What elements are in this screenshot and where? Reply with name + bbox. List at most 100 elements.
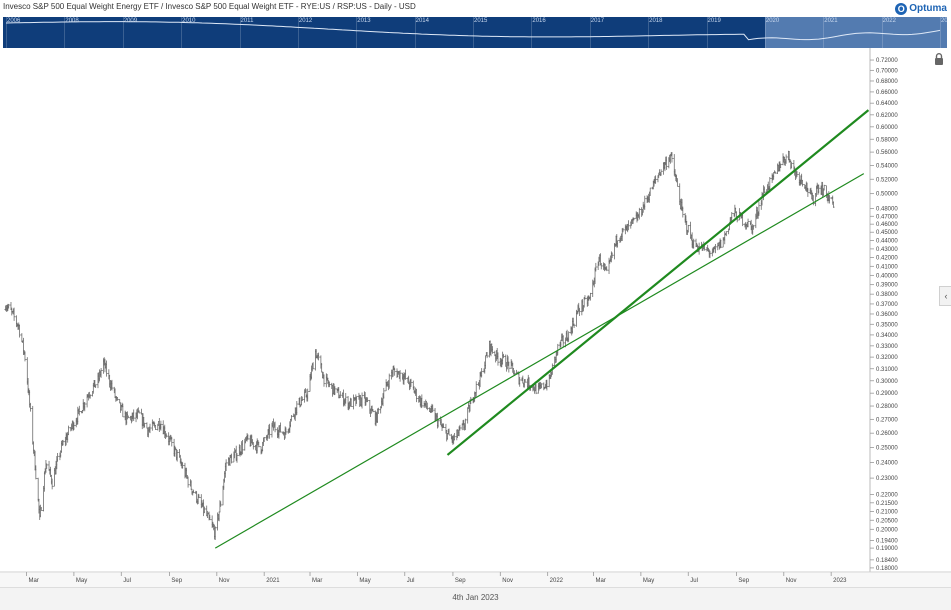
ohlc-bar	[540, 383, 543, 389]
ohlc-bar	[795, 170, 799, 177]
y-tick-label: 0.43000	[876, 247, 898, 253]
ohlc-bar	[56, 452, 59, 462]
x-tick-label: 2021	[266, 578, 280, 584]
ohlc-bar	[426, 402, 429, 411]
footer-bar: 4th Jan 2023	[0, 587, 951, 610]
ohlc-bar	[99, 368, 103, 378]
ohlc-bar	[741, 212, 744, 227]
y-tick-label: 0.22000	[876, 492, 898, 498]
ohlc-bar	[589, 292, 592, 301]
ohlc-bar	[458, 424, 462, 431]
ohlc-bar	[420, 394, 424, 408]
ohlc-bar	[632, 217, 636, 221]
ohlc-bar	[725, 231, 728, 237]
ohlc-bar	[366, 397, 369, 403]
ohlc-bar	[627, 220, 630, 231]
ohlc-bar	[186, 476, 190, 488]
ohlc-bar	[214, 526, 217, 540]
y-tick-label: 0.23000	[876, 476, 898, 482]
ohlc-bar	[638, 207, 641, 220]
ohlc-bar	[121, 403, 125, 418]
ohlc-bar	[496, 352, 500, 366]
ohlc-bar	[442, 423, 445, 428]
navigator-year-label: 2023	[941, 18, 947, 24]
y-tick-label: 0.20500	[876, 518, 898, 524]
trendline-2[interactable]	[446, 109, 870, 456]
trendline-1[interactable]	[214, 173, 865, 549]
ohlc-bar	[262, 436, 266, 443]
navigator-year-label: 2018	[649, 18, 663, 24]
navigator-year-label: 2008	[65, 18, 79, 24]
ohlc-bar	[600, 262, 603, 270]
y-tick-label: 0.20000	[876, 527, 898, 533]
optuma-logo-icon: O	[895, 2, 908, 15]
ohlc-bar	[491, 346, 494, 354]
ohlc-bar	[252, 442, 255, 450]
x-tick-label: Mar	[312, 578, 322, 584]
ohlc-bar	[480, 368, 483, 378]
ohlc-bar	[654, 175, 657, 184]
ohlc-bar	[719, 239, 723, 248]
y-tick-label: 0.52000	[876, 177, 898, 183]
ohlc-bar	[333, 386, 337, 395]
x-tick-label: Mar	[596, 578, 606, 584]
ohlc-bar	[203, 506, 206, 514]
y-tick-label: 0.18400	[876, 558, 898, 564]
y-tick-label: 0.45000	[876, 230, 898, 236]
y-tick-label: 0.31000	[876, 367, 898, 373]
navigator-year-label: 2006	[7, 18, 21, 24]
navigator-year-divider	[531, 17, 533, 48]
ohlc-bar	[708, 250, 712, 259]
x-tick-label: May	[76, 578, 87, 584]
ohlc-bar	[116, 397, 119, 401]
ohlc-bar	[757, 201, 761, 216]
y-tick-label: 0.50000	[876, 192, 898, 198]
navigator-year-label: 2009	[123, 18, 138, 24]
navigator-year-label: 2021	[824, 18, 838, 24]
navigator-year-divider	[823, 17, 825, 48]
ohlc-bar	[692, 238, 695, 249]
ohlc-bar	[779, 163, 782, 168]
ohlc-bar	[328, 381, 331, 388]
ohlc-bar	[110, 379, 114, 391]
ohlc-bar	[393, 367, 396, 376]
navigator-year-divider	[940, 17, 941, 48]
ohlc-bar	[23, 351, 27, 362]
chart-title: Invesco S&P 500 Equal Weight Energy ETF …	[3, 2, 416, 11]
navigator-year-label: 2017	[590, 18, 605, 24]
plot-background	[0, 48, 951, 587]
navigator-year-divider	[64, 17, 66, 48]
ohlc-bar	[545, 379, 549, 391]
y-tick-label: 0.70000	[876, 68, 898, 74]
ohlc-bar	[828, 195, 831, 204]
x-tick-label: 2022	[550, 578, 564, 584]
ohlc-bar	[436, 419, 440, 428]
y-tick-label: 0.33000	[876, 344, 898, 350]
ohlc-bar	[306, 388, 309, 402]
y-tick-label: 0.46000	[876, 222, 898, 228]
ohlc-bar	[349, 398, 353, 407]
chevron-left-icon[interactable]: ‹	[939, 286, 951, 306]
price-chart[interactable]: 0.72000 0.70000 0.68000 0.66000 0.64000 0.620…	[0, 48, 951, 587]
lock-icon[interactable]	[932, 52, 946, 66]
navigator-year-divider	[356, 17, 358, 48]
ohlc-bar	[83, 401, 86, 412]
ohlc-bar	[464, 418, 467, 431]
y-tick-label: 0.60000	[876, 125, 898, 131]
y-tick-label: 0.18000	[876, 566, 898, 572]
y-tick-label: 0.48000	[876, 207, 898, 213]
navigator-year-divider	[648, 17, 650, 48]
navigator-selection[interactable]	[764, 17, 947, 48]
ohlc-bar	[752, 225, 755, 230]
overview-navigator[interactable]: 2006 2008 2009 2010 2011 2012 2013 2014 2015 2016…	[3, 17, 947, 48]
navigator-year-divider	[706, 17, 708, 48]
navigator-year-label: 2016	[532, 18, 546, 24]
navigator-year-label: 2019	[707, 18, 721, 24]
y-tick-label: 0.35000	[876, 322, 898, 328]
ohlc-bar	[730, 212, 733, 222]
y-tick-label: 0.58000	[876, 137, 898, 143]
ohlc-bar	[148, 423, 152, 434]
ohlc-bar	[409, 378, 413, 387]
ohlc-bar	[562, 335, 565, 348]
y-tick-label: 0.44000	[876, 238, 898, 244]
